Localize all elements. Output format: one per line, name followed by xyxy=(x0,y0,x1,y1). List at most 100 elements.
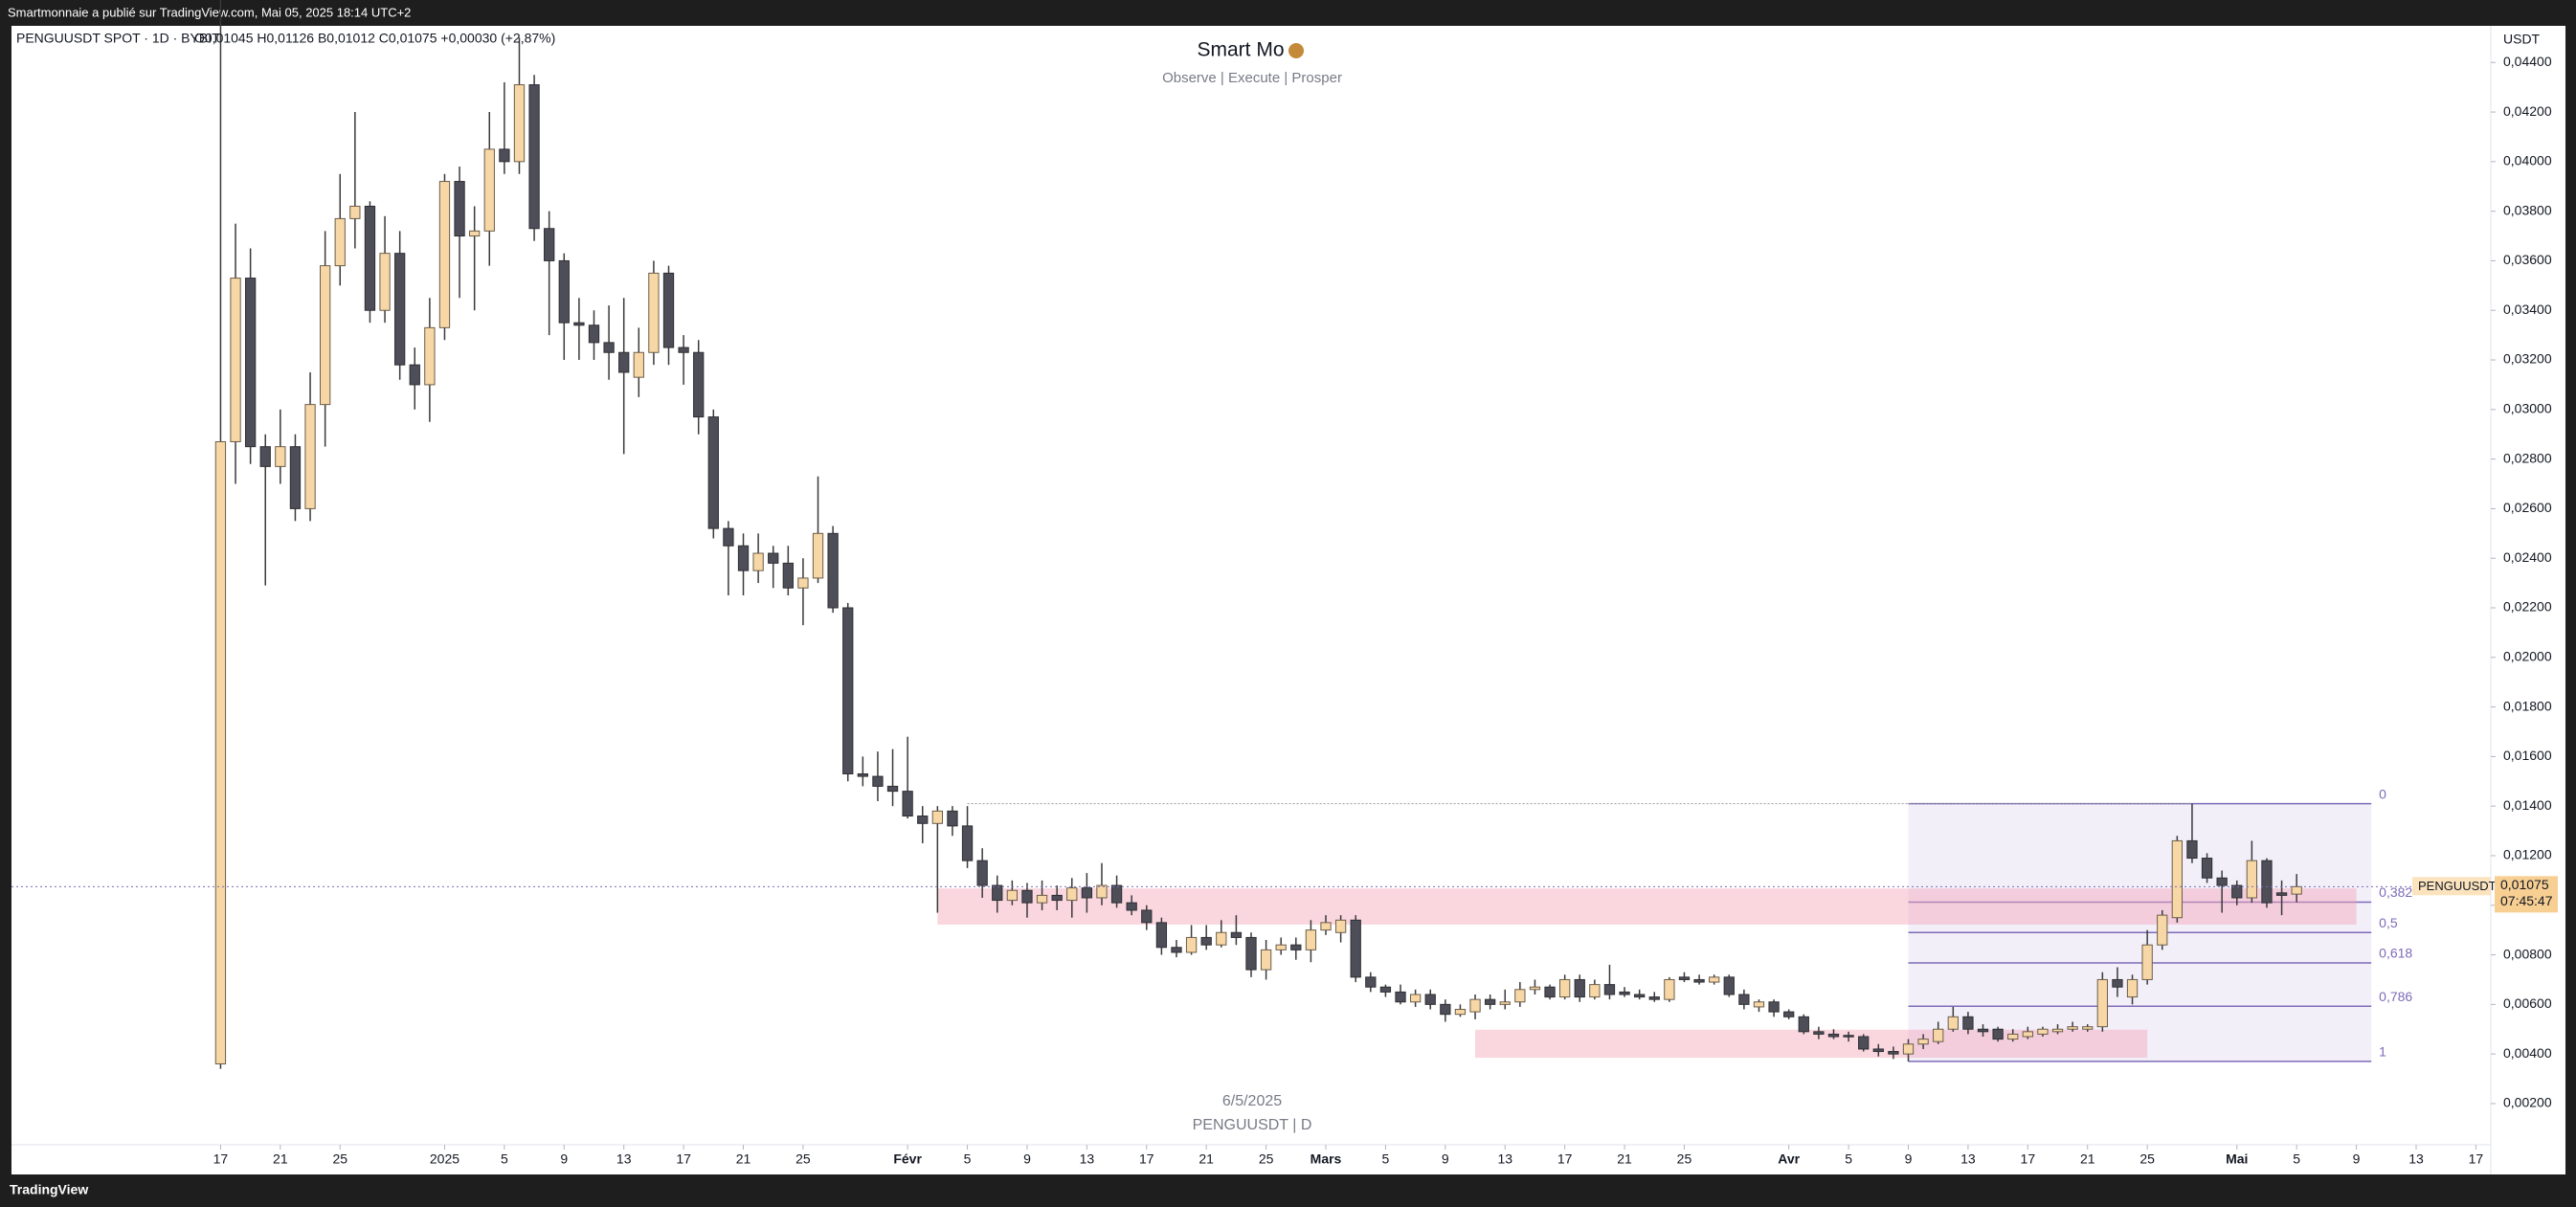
x-tick-label: 5 xyxy=(2293,1151,2300,1167)
candle-body xyxy=(1006,889,1019,902)
fib-label: 0,618 xyxy=(2379,946,2412,961)
candle-body xyxy=(842,607,854,775)
candle-body xyxy=(2201,858,2213,879)
candle-body xyxy=(1962,1016,1974,1030)
candle-body xyxy=(1395,991,1406,1003)
price-tag: PENGUUSDT xyxy=(2418,879,2497,893)
y-tick-label: 0,00800 xyxy=(2503,946,2552,961)
candle-body xyxy=(289,446,302,509)
x-tick-label: 21 xyxy=(2080,1151,2095,1167)
candle-body xyxy=(1200,936,1212,946)
candle-body xyxy=(1544,986,1556,998)
candle-body xyxy=(1245,936,1257,971)
candle-body xyxy=(1185,936,1198,953)
candle-body xyxy=(438,181,451,328)
y-tick-label: 0,03200 xyxy=(2503,351,2552,367)
candle-body xyxy=(1693,978,1705,983)
candle-body xyxy=(1275,944,1287,950)
watermark-symbol: PENGUUSDT | D xyxy=(1193,1117,1312,1133)
candle-body xyxy=(1021,889,1033,904)
title-icon xyxy=(1288,43,1304,58)
y-tick-label: 0,01800 xyxy=(2503,698,2552,713)
candle-body xyxy=(334,217,346,267)
price-tag-box xyxy=(2412,877,2491,896)
x-tick-label: 17 xyxy=(2469,1151,2484,1167)
candle-body xyxy=(992,884,1003,902)
y-tick-label: 0,02400 xyxy=(2503,549,2552,565)
candle-body xyxy=(483,148,495,232)
x-tick-label: 25 xyxy=(2139,1151,2155,1167)
y-tick-label: 0,02800 xyxy=(2503,450,2552,465)
plot: 0 0,382 0,5 0,618 0,786 1 xyxy=(11,0,2491,1069)
candle-body xyxy=(633,351,644,378)
candle-body xyxy=(1933,1028,1944,1042)
candle-body xyxy=(947,810,958,827)
candle-body xyxy=(1574,978,1585,998)
candle-body xyxy=(752,552,764,571)
candle-body xyxy=(2007,1033,2019,1040)
candle-body xyxy=(1813,1031,1825,1035)
candle-body xyxy=(2082,1026,2094,1030)
y-tick-label: 0,00600 xyxy=(2503,995,2552,1011)
candle-body xyxy=(394,253,406,366)
candle-body xyxy=(1917,1039,1929,1045)
candle-body xyxy=(1334,919,1347,933)
candle-body xyxy=(693,351,705,418)
candle-body xyxy=(2037,1028,2049,1035)
watermark-date: 6/5/2025 xyxy=(1222,1093,1282,1109)
x-tick-label: 21 xyxy=(1198,1151,1214,1167)
y-tick-label: 0,02200 xyxy=(2503,599,2552,615)
y-tick-label: 0,03000 xyxy=(2503,401,2552,416)
candle-body xyxy=(1843,1035,1854,1038)
candle-body xyxy=(528,84,540,230)
zone xyxy=(1475,1029,2148,1059)
x-tick-label: 13 xyxy=(1080,1151,1095,1167)
candle-body xyxy=(1305,929,1317,950)
candle-body xyxy=(2126,978,2139,998)
candle-body xyxy=(1559,978,1571,998)
candle-body xyxy=(1723,976,1735,995)
candle-body xyxy=(707,416,719,529)
x-tick-label: 9 xyxy=(560,1151,568,1167)
candle-body xyxy=(2291,885,2302,895)
fib-label: 1 xyxy=(2379,1044,2386,1060)
candle-body xyxy=(230,278,241,442)
candle-body xyxy=(1768,1001,1780,1013)
x-tick-label: Mars xyxy=(1310,1151,1342,1167)
candle-body xyxy=(1664,978,1675,1000)
countdown: 07:45:47 xyxy=(2500,893,2553,908)
candle-body xyxy=(409,364,420,386)
candle-body xyxy=(1155,922,1168,949)
candle-body xyxy=(1424,994,1436,1005)
candle-body xyxy=(1738,994,1750,1005)
candle-body xyxy=(513,84,526,163)
x-tick-label: Avr xyxy=(1778,1151,1800,1167)
candle-body xyxy=(737,545,750,571)
candle-body xyxy=(1081,887,1093,899)
candle-body xyxy=(1216,931,1227,946)
symbol: PENGUUSDT SPOT · 1D · BYBIT xyxy=(16,31,220,46)
x-tick-label: 17 xyxy=(213,1151,229,1167)
x-tick-label: 25 xyxy=(1677,1151,1692,1167)
candle-body xyxy=(1947,1016,1959,1030)
y-tick-label: 0,04400 xyxy=(2503,54,2552,69)
candle-body xyxy=(1365,976,1377,988)
fib-label: 0 xyxy=(2379,786,2386,801)
candle-body xyxy=(1350,919,1361,978)
x-tick-label: 9 xyxy=(1023,1151,1031,1167)
candle-body xyxy=(2051,1028,2064,1033)
fib-label: 0,5 xyxy=(2379,915,2398,930)
candle-body xyxy=(349,205,361,219)
candle-body xyxy=(1110,884,1123,904)
candle-body xyxy=(1589,984,1601,998)
fib-label: 0,786 xyxy=(2379,989,2412,1004)
x-tick-label: 25 xyxy=(1259,1151,1274,1167)
zone xyxy=(937,888,2357,925)
candle-body xyxy=(2096,978,2108,1028)
x-tick-label: 9 xyxy=(2353,1151,2361,1167)
candle-body xyxy=(1619,991,1630,995)
x-tick-label: Févr xyxy=(893,1151,922,1167)
candle-body xyxy=(320,265,331,406)
candle-body xyxy=(1440,1003,1451,1016)
